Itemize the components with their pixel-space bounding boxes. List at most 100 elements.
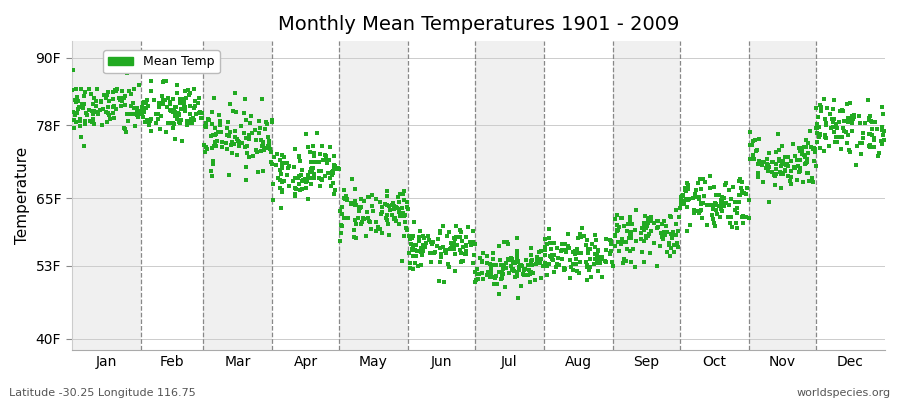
- Point: [151, 110, 166, 117]
- Point: [323, 175, 338, 181]
- Point: [433, 245, 447, 251]
- Point: [628, 264, 643, 270]
- Point: [826, 124, 841, 130]
- Point: [354, 221, 368, 227]
- Point: [274, 170, 288, 177]
- Point: [347, 234, 362, 240]
- Point: [776, 158, 790, 164]
- Point: [94, 99, 109, 105]
- Point: [174, 116, 188, 123]
- Point: [328, 164, 342, 170]
- Point: [603, 250, 617, 256]
- Point: [832, 134, 847, 140]
- Point: [830, 134, 844, 140]
- Point: [184, 120, 198, 126]
- Point: [682, 222, 697, 228]
- Point: [820, 105, 834, 112]
- Point: [118, 93, 132, 100]
- Point: [205, 173, 220, 179]
- Point: [689, 208, 704, 214]
- Point: [166, 120, 180, 126]
- Point: [428, 250, 442, 256]
- Point: [249, 147, 264, 154]
- Point: [459, 247, 473, 254]
- Point: [807, 148, 822, 155]
- Point: [581, 266, 596, 272]
- Point: [732, 178, 746, 185]
- Point: [348, 217, 363, 223]
- Point: [382, 231, 397, 238]
- Point: [417, 235, 431, 241]
- Point: [547, 240, 562, 246]
- Point: [449, 242, 464, 248]
- Point: [319, 153, 333, 159]
- Point: [445, 241, 459, 248]
- Point: [444, 240, 458, 247]
- Point: [177, 100, 192, 106]
- Point: [484, 262, 499, 268]
- Point: [808, 163, 823, 169]
- Point: [863, 118, 878, 124]
- Point: [829, 120, 843, 127]
- Point: [240, 150, 255, 156]
- Point: [333, 238, 347, 244]
- Point: [769, 182, 783, 188]
- Point: [491, 243, 506, 250]
- Point: [547, 252, 562, 258]
- Point: [141, 122, 156, 129]
- Point: [790, 177, 805, 183]
- Point: [90, 86, 104, 92]
- Point: [501, 257, 516, 263]
- Point: [580, 262, 594, 269]
- Point: [306, 142, 320, 149]
- Point: [520, 262, 535, 268]
- Point: [260, 121, 274, 127]
- Point: [334, 222, 348, 228]
- Point: [579, 242, 593, 248]
- Point: [356, 198, 371, 204]
- Point: [610, 239, 625, 245]
- Point: [742, 215, 756, 221]
- Point: [801, 170, 815, 176]
- Point: [273, 184, 287, 191]
- Point: [868, 119, 882, 126]
- Point: [413, 228, 428, 234]
- Point: [797, 152, 812, 158]
- Point: [164, 108, 178, 114]
- Point: [499, 259, 513, 266]
- Point: [639, 234, 653, 241]
- Point: [554, 248, 568, 254]
- Point: [771, 158, 786, 165]
- Point: [784, 174, 798, 180]
- Point: [327, 162, 341, 169]
- Point: [295, 186, 310, 192]
- Point: [499, 265, 513, 271]
- Point: [307, 171, 321, 177]
- Point: [845, 113, 859, 119]
- Legend: Mean Temp: Mean Temp: [104, 50, 220, 74]
- Point: [338, 194, 353, 201]
- Point: [325, 169, 339, 176]
- Point: [761, 164, 776, 170]
- Point: [365, 192, 380, 199]
- Point: [454, 258, 469, 264]
- Point: [221, 118, 236, 125]
- Point: [842, 132, 856, 138]
- Point: [406, 232, 420, 239]
- Point: [454, 250, 469, 256]
- Point: [634, 236, 648, 242]
- Point: [774, 184, 788, 191]
- Point: [182, 92, 196, 98]
- Point: [435, 251, 449, 257]
- Point: [532, 260, 546, 266]
- Point: [135, 105, 149, 111]
- Point: [157, 77, 171, 84]
- Point: [496, 266, 510, 272]
- Point: [834, 106, 849, 113]
- Point: [876, 131, 890, 138]
- Point: [418, 244, 432, 250]
- Point: [485, 256, 500, 262]
- Point: [327, 153, 341, 159]
- Point: [206, 95, 220, 102]
- Point: [611, 248, 625, 254]
